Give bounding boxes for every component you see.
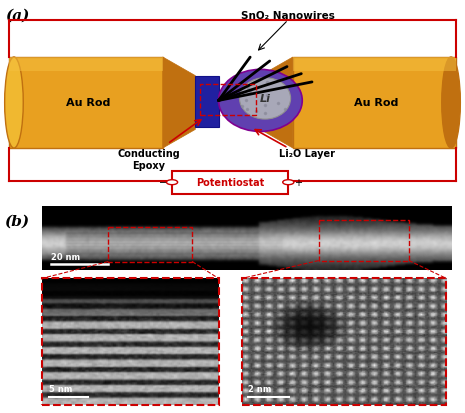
FancyBboxPatch shape [172, 171, 288, 194]
Ellipse shape [239, 78, 291, 120]
Text: Au Rod: Au Rod [354, 98, 399, 108]
Text: 5 nm: 5 nm [49, 384, 73, 393]
Text: Li: Li [259, 94, 271, 104]
Polygon shape [293, 58, 456, 72]
Ellipse shape [442, 58, 460, 149]
Text: Au Rod: Au Rod [66, 98, 111, 108]
Text: 20 nm: 20 nm [52, 252, 80, 261]
Circle shape [166, 180, 178, 185]
Text: 2 nm: 2 nm [248, 384, 272, 393]
Text: SnO₂ Nanowires: SnO₂ Nanowires [241, 11, 335, 21]
Ellipse shape [219, 70, 302, 132]
Text: (a): (a) [5, 8, 29, 22]
Circle shape [283, 180, 294, 185]
FancyBboxPatch shape [195, 76, 219, 128]
Polygon shape [9, 58, 163, 72]
Text: Conducting
Epoxy: Conducting Epoxy [118, 149, 180, 170]
Polygon shape [9, 58, 163, 149]
Text: (b): (b) [4, 214, 29, 228]
Ellipse shape [5, 58, 23, 149]
Text: +: + [293, 178, 302, 188]
Polygon shape [260, 58, 293, 149]
Polygon shape [163, 58, 195, 149]
Text: −: − [159, 178, 167, 188]
Polygon shape [293, 58, 456, 149]
Text: Li₂O Layer: Li₂O Layer [279, 149, 335, 159]
Text: Potentiostat: Potentiostat [196, 178, 264, 188]
